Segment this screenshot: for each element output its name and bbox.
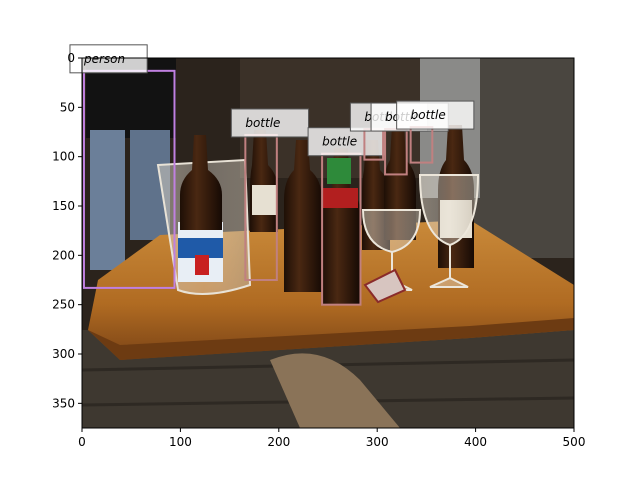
detection-label: person bbox=[83, 52, 125, 66]
detection-label-box bbox=[307, 127, 386, 157]
y-tick-label: 350 bbox=[52, 396, 75, 410]
bottle-shape bbox=[180, 135, 222, 230]
bottle-shape bbox=[284, 140, 322, 292]
detection-label-box bbox=[396, 100, 475, 130]
y-tick-label: 0 bbox=[67, 51, 75, 65]
x-tick-label: 200 bbox=[267, 435, 290, 449]
detection-label: bottle bbox=[411, 108, 446, 122]
detection-boxes: personbottlebottlebottlebottlebottle bbox=[69, 44, 475, 306]
detection-label-box bbox=[230, 108, 310, 138]
axes-frame bbox=[81, 57, 575, 429]
detection-label-box bbox=[69, 44, 148, 74]
bottle-label bbox=[327, 158, 351, 184]
x-tick-label: 300 bbox=[366, 435, 389, 449]
y-tick-label: 50 bbox=[60, 100, 75, 114]
beer-can-label bbox=[195, 255, 209, 275]
y-tick-label: 250 bbox=[52, 298, 75, 312]
beer-can-stripe bbox=[178, 238, 223, 258]
photo bbox=[82, 58, 574, 428]
crushed-can bbox=[363, 268, 407, 304]
wine-glass bbox=[418, 174, 480, 288]
x-tick-label: 500 bbox=[563, 435, 586, 449]
person-jeans-left bbox=[90, 130, 125, 270]
y-tick-label: 150 bbox=[52, 199, 75, 213]
table-edge bbox=[88, 318, 574, 360]
bottle-shape bbox=[322, 148, 360, 305]
table-log bbox=[270, 353, 400, 428]
x-tick-label: 400 bbox=[464, 435, 487, 449]
y-tick-label: 100 bbox=[52, 150, 75, 164]
y-tick-label: 200 bbox=[52, 248, 75, 262]
detection-label: bottle bbox=[322, 135, 357, 149]
detection-label: bottle bbox=[245, 116, 280, 130]
x-tick-label: 100 bbox=[169, 435, 192, 449]
wine-glass bbox=[361, 209, 422, 291]
background-person-right bbox=[470, 58, 574, 258]
x-tick-label: 0 bbox=[78, 435, 86, 449]
y-tick-label: 300 bbox=[52, 347, 75, 361]
bottle-label bbox=[322, 188, 358, 208]
axes: 0 100 200 300 400 500 0 50 100 150 200 250 300 350 bbox=[52, 51, 585, 449]
bottle-label bbox=[252, 185, 276, 215]
